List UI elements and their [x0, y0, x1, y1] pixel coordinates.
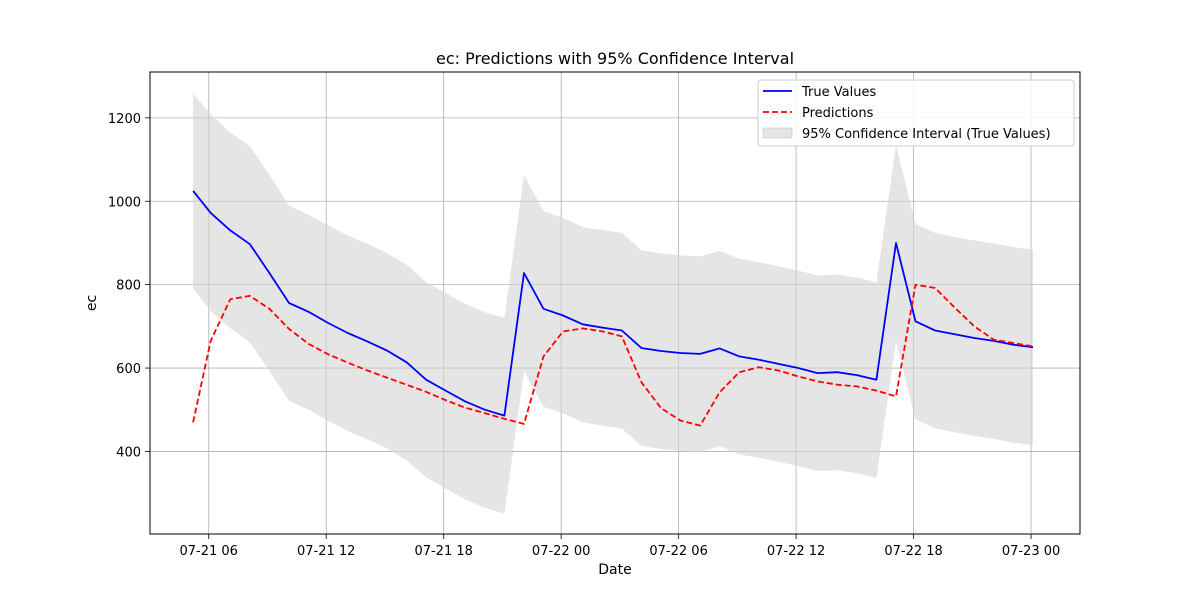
legend-box: [757, 79, 1075, 147]
y-axis: 400 600 800 1000 1200: [108, 112, 150, 460]
x-tick-label: 07-21 18: [414, 544, 472, 559]
x-tick-label: 07-22 06: [649, 544, 707, 559]
x-tick-label: 07-21 06: [180, 544, 238, 559]
x-tick-label: 07-22 12: [767, 544, 825, 559]
confidence-band: [193, 93, 1034, 514]
legend-label-confidence-interval: 95% Confidence Interval (True Values): [802, 127, 1051, 142]
y-axis-label: ec: [84, 295, 100, 311]
plot-frame: [149, 71, 1081, 535]
x-tick-label: 07-22 00: [532, 544, 590, 559]
legend: True Values Predictions 95% Confidence Int…: [757, 79, 1075, 147]
legend-swatch-confidence-interval: [762, 127, 793, 139]
x-tick-label: 07-21 12: [297, 544, 355, 559]
x-axis: 07-21 06 07-21 12 07-21 18 07-22 00 07-22 06…: [180, 534, 1060, 559]
legend-label-true-values: True Values: [801, 85, 876, 100]
chart-title: ec: Predictions with 95% Confidence Inte…: [436, 49, 794, 68]
predictions-line: [192, 283, 1034, 427]
y-tick-label: 400: [116, 445, 141, 460]
x-tick-label: 07-23 00: [1002, 544, 1060, 559]
y-tick-label: 800: [116, 279, 141, 294]
y-tick-label: 1000: [108, 195, 141, 210]
legend-label-predictions: Predictions: [802, 106, 874, 121]
confidence-band-layer: [193, 93, 1034, 514]
x-axis-label: Date: [598, 562, 631, 578]
true-values-line: [192, 190, 1034, 417]
y-tick-label: 600: [116, 362, 141, 377]
series-layer: [192, 190, 1034, 427]
x-tick-label: 07-22 18: [884, 544, 942, 559]
y-tick-label: 1200: [108, 112, 141, 127]
